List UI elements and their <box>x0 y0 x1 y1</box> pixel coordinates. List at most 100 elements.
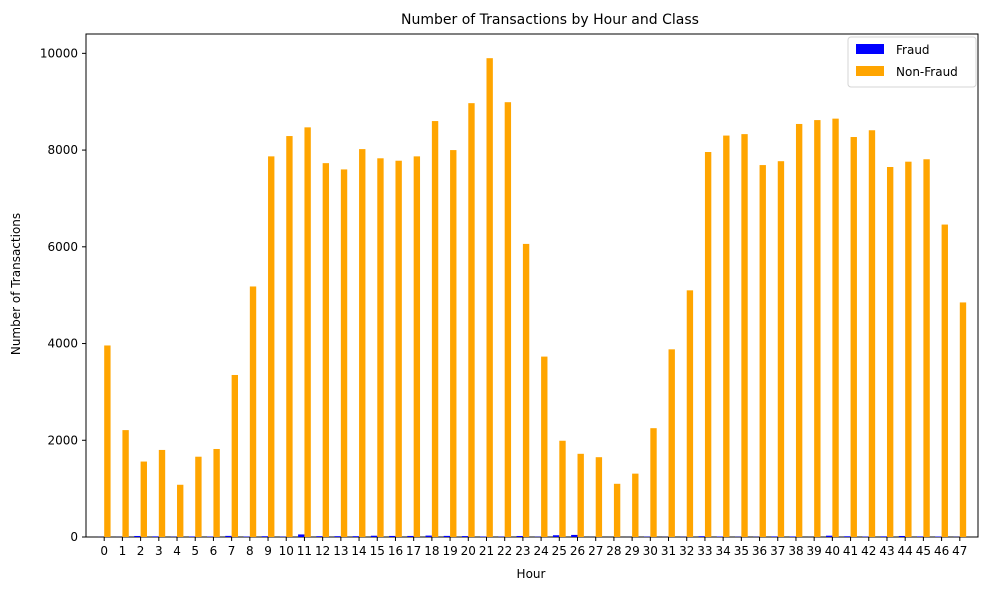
fraud-bar-17 <box>407 535 414 537</box>
non-fraud-bar-45 <box>923 159 930 537</box>
y-tick-label: 8000 <box>47 143 78 157</box>
non-fraud-bar-19 <box>450 150 457 537</box>
non-fraud-bar-25 <box>559 440 566 537</box>
fraud-bar-9 <box>261 536 269 537</box>
non-fraud-bar-15 <box>377 158 384 538</box>
fraud-bar-33 <box>698 536 705 537</box>
x-tick-label: 30 <box>643 544 658 558</box>
x-tick-label: 46 <box>934 544 949 558</box>
non-fraud-bar-29 <box>632 473 639 537</box>
x-tick-label: 10 <box>279 544 294 558</box>
x-tick-label: 7 <box>228 544 236 558</box>
x-tick-label: 25 <box>552 544 567 558</box>
x-tick-label: 24 <box>533 544 548 558</box>
non-fraud-bar-46 <box>941 224 948 537</box>
fraud-bar-16 <box>389 535 396 537</box>
x-tick-label: 43 <box>879 544 894 558</box>
fraud-bar-25 <box>552 535 560 537</box>
non-fraud-bar-37 <box>777 161 785 537</box>
non-fraud-bar-41 <box>850 137 857 537</box>
non-fraud-bar-3 <box>158 449 166 537</box>
x-tick-label: 0 <box>100 544 108 558</box>
non-fraud-bar-26 <box>577 453 584 537</box>
non-fraud-bar-11 <box>304 127 311 537</box>
fraud-bars <box>97 534 960 537</box>
fraud-bar-14 <box>352 536 360 537</box>
x-tick-label: 33 <box>697 544 712 558</box>
x-tick-label: 8 <box>246 544 254 558</box>
y-tick-label: 6000 <box>47 240 78 254</box>
non-fraud-bar-28 <box>613 483 621 537</box>
non-fraud-bar-6 <box>213 448 220 537</box>
x-tick-label: 16 <box>388 544 403 558</box>
x-tick-label: 12 <box>315 544 330 558</box>
non-fraud-bar-1 <box>122 430 129 537</box>
non-fraud-bar-24 <box>541 356 548 537</box>
x-tick-label: 18 <box>424 544 439 558</box>
plot-area <box>85 33 979 538</box>
chart-title: Number of Transactions by Hour and Class <box>401 12 699 28</box>
legend-label-fraud: Fraud <box>896 43 930 57</box>
x-axis-label: Hour <box>517 567 546 581</box>
non-fraud-bar-10 <box>286 136 293 538</box>
non-fraud-bar-34 <box>723 135 730 537</box>
non-fraud-bar-23 <box>522 243 530 537</box>
x-tick-label: 22 <box>497 544 512 558</box>
non-fraud-bar-2 <box>140 461 147 537</box>
x-tick-label: 6 <box>210 544 218 558</box>
non-fraud-bar-32 <box>686 290 694 537</box>
non-fraud-bar-16 <box>395 160 402 537</box>
non-fraud-bar-38 <box>795 123 803 538</box>
non-fraud-bar-9 <box>268 156 275 538</box>
non-fraud-bar-14 <box>359 149 366 538</box>
non-fraud-bar-13 <box>340 169 348 538</box>
fraud-bar-15 <box>370 535 378 537</box>
non-fraud-bar-7 <box>231 374 238 537</box>
x-tick-label: 39 <box>807 544 822 558</box>
x-tick-label: 2 <box>137 544 145 558</box>
x-axis-ticks: 0 1 2 3 4 5 6 7 8 9 10 11 12 13 14 15 16 17 18 19 20 21 22 23 24… <box>100 537 967 558</box>
x-tick-label: 44 <box>898 544 913 558</box>
fraud-bar-40 <box>826 535 833 537</box>
fraud-bar-43 <box>880 536 887 537</box>
x-tick-label: 13 <box>333 544 348 558</box>
x-tick-label: 42 <box>861 544 876 558</box>
x-tick-label: 27 <box>588 544 603 558</box>
non-fraud-bar-33 <box>704 152 712 537</box>
x-tick-label: 9 <box>264 544 272 558</box>
non-fraud-bar-4 <box>177 484 184 537</box>
non-fraud-bar-30 <box>650 428 657 537</box>
fraud-bar-38 <box>789 536 796 537</box>
legend-swatch-fraud <box>856 44 884 54</box>
x-tick-label: 40 <box>825 544 840 558</box>
x-tick-label: 21 <box>479 544 494 558</box>
x-tick-label: 17 <box>406 544 421 558</box>
fraud-bar-2 <box>134 535 141 537</box>
x-tick-label: 29 <box>624 544 639 558</box>
non-fraud-bar-36 <box>759 165 766 537</box>
x-tick-label: 36 <box>752 544 767 558</box>
fraud-bar-18 <box>425 535 432 537</box>
fraud-bar-12 <box>316 536 323 537</box>
x-tick-label: 38 <box>788 544 803 558</box>
x-tick-label: 15 <box>370 544 385 558</box>
x-tick-label: 5 <box>191 544 199 558</box>
x-tick-label: 4 <box>173 544 181 558</box>
x-tick-label: 37 <box>770 544 785 558</box>
fraud-bar-26 <box>571 534 578 537</box>
non-fraud-bar-31 <box>668 349 675 537</box>
x-tick-label: 3 <box>155 544 163 558</box>
fraud-bar-5 <box>188 536 196 537</box>
fraud-bar-7 <box>225 535 232 537</box>
non-fraud-bar-5 <box>195 456 202 537</box>
y-axis-label: Number of Transactions <box>9 213 23 355</box>
fraud-bar-11 <box>298 534 305 537</box>
non-fraud-bar-40 <box>832 118 839 537</box>
non-fraud-bar-0 <box>104 345 111 537</box>
non-fraud-bar-17 <box>413 156 421 538</box>
y-axis-ticks: 0 2000 4000 6000 8000 10000 <box>40 46 86 544</box>
non-fraud-bar-47 <box>959 302 967 537</box>
legend: Fraud Non-Fraud <box>847 36 977 88</box>
